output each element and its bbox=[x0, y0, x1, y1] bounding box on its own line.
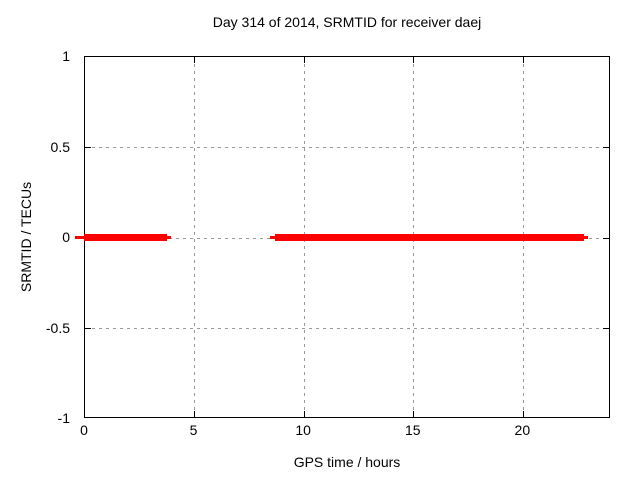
x-tick-label: 0 bbox=[80, 422, 88, 438]
x-tick-label: 15 bbox=[404, 422, 421, 438]
data-segment bbox=[274, 233, 584, 241]
h-gridline bbox=[85, 147, 609, 148]
x-tick-mark bbox=[413, 57, 415, 63]
x-tick-mark bbox=[194, 411, 196, 417]
x-axis-label: GPS time / hours bbox=[293, 454, 401, 470]
data-segment bbox=[84, 233, 168, 241]
v-gridline bbox=[194, 57, 196, 417]
x-tick-mark bbox=[522, 57, 524, 63]
y-tick-label: 0.5 bbox=[50, 138, 70, 155]
x-tick-label: 5 bbox=[189, 422, 198, 438]
x-tick-mark bbox=[194, 57, 196, 63]
y-tick-mark bbox=[85, 328, 91, 329]
x-tick-mark bbox=[303, 411, 305, 417]
y-tick-label: 0 bbox=[62, 229, 70, 245]
x-tick-label: 20 bbox=[514, 422, 531, 438]
y-tick-label: 1 bbox=[62, 48, 70, 64]
x-tick-mark bbox=[413, 411, 415, 417]
x-tick-label: 10 bbox=[295, 422, 311, 438]
chart-title: Day 314 of 2014, SRMTID for receiver dae… bbox=[212, 14, 482, 30]
y-tick-label: -0.5 bbox=[45, 319, 70, 336]
y-tick-mark bbox=[603, 147, 609, 148]
y-tick-mark bbox=[85, 147, 91, 148]
h-gridline bbox=[85, 328, 609, 329]
x-tick-mark bbox=[522, 411, 524, 417]
y-tick-label: -1 bbox=[57, 410, 70, 426]
y-tick-mark bbox=[603, 328, 609, 329]
x-tick-mark bbox=[303, 57, 305, 63]
y-tick-mark bbox=[603, 237, 609, 239]
